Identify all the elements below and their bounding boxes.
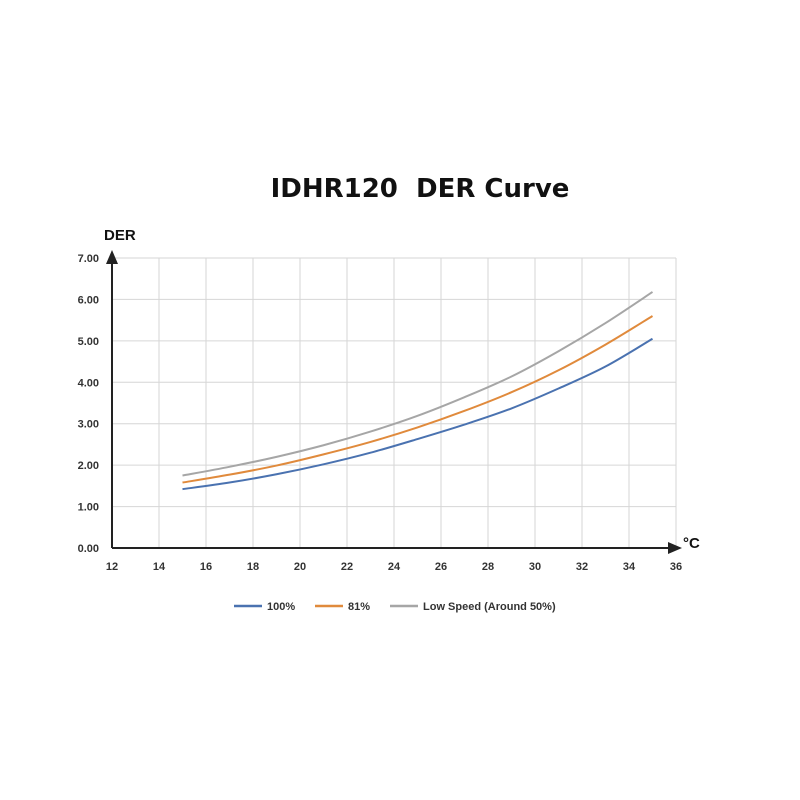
x-tick-label: 18 [247, 561, 259, 573]
x-tick-label: 32 [576, 561, 588, 573]
y-tick-label: 3.00 [78, 419, 99, 431]
grid [112, 257, 677, 548]
legend-label: 100% [267, 601, 295, 613]
y-tick-label: 7.00 [78, 253, 99, 265]
x-tick-label: 16 [200, 561, 212, 573]
y-tick-labels: 0.00 1.00 2.00 3.00 4.00 5.00 6.00 7.00 [78, 253, 99, 555]
legend: 100% 81% Low Speed (Around 50%) [234, 601, 556, 613]
y-tick-label: 5.00 [78, 336, 99, 348]
y-tick-label: 1.00 [78, 502, 99, 514]
series-lines [182, 291, 654, 491]
x-tick-label: 24 [388, 561, 401, 573]
series-line-100 [182, 337, 654, 491]
legend-label: Low Speed (Around 50%) [423, 601, 556, 613]
x-tick-label: 28 [482, 561, 494, 573]
series-line-low-speed-around-50 [182, 291, 654, 477]
legend-label: 81% [348, 601, 370, 613]
chart-title: IDHR120 DER Curve [270, 174, 570, 204]
y-axis-arrow [106, 250, 118, 264]
x-tick-labels: 12 14 16 18 20 22 24 26 28 30 32 34 36 [106, 561, 682, 573]
axes [106, 250, 682, 554]
x-tick-label: 30 [529, 561, 541, 573]
y-tick-label: 0.00 [78, 543, 99, 555]
x-axis-arrow [668, 542, 682, 554]
x-tick-label: 12 [106, 561, 118, 573]
y-tick-label: 2.00 [78, 460, 99, 472]
x-tick-label: 26 [435, 561, 447, 573]
series-line-81 [182, 315, 654, 484]
y-tick-label: 6.00 [78, 294, 99, 306]
y-tick-label: 4.00 [78, 377, 99, 389]
x-axis-label: °C [683, 535, 700, 552]
x-tick-label: 20 [294, 561, 306, 573]
y-axis-label: DER [104, 227, 136, 244]
x-tick-label: 22 [341, 561, 353, 573]
x-tick-label: 36 [670, 561, 682, 573]
x-tick-label: 34 [623, 561, 636, 573]
x-tick-label: 14 [153, 561, 166, 573]
